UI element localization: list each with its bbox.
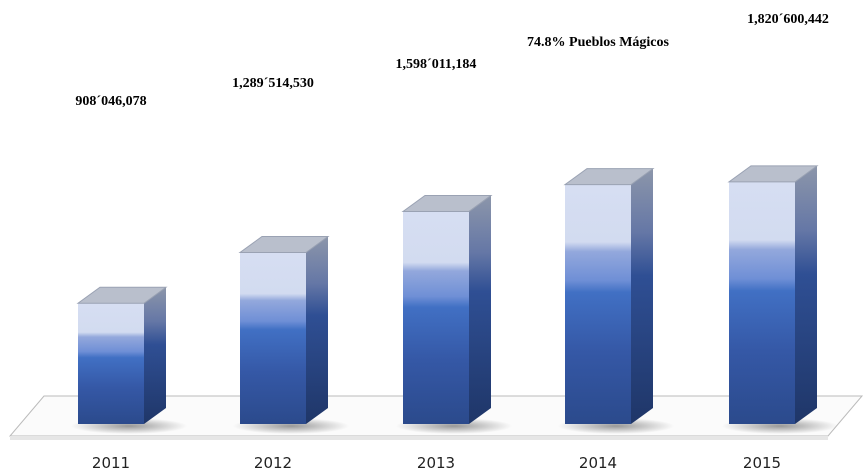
bar-side [144,287,166,424]
bar [403,211,469,424]
floor-edge [10,436,828,440]
x-tick-label: 2011 [92,454,130,472]
x-tick-label: 2013 [417,454,455,472]
value-label: 1,598´011,184 [396,57,477,72]
bar-top [238,235,330,253]
x-tick-label: 2015 [743,454,781,472]
value-label: 908´046,078 [75,94,146,109]
bar-side [631,168,653,424]
x-tick-label: 2012 [254,454,292,472]
bar-side [795,165,817,424]
bar-side [306,236,328,424]
bar [729,181,795,424]
bar-side [469,195,491,424]
bar-top [727,165,819,183]
bar [565,184,631,424]
bar-top [76,286,168,304]
bar-top [563,168,655,186]
annotation: 74.8% Pueblos Mágicos [527,35,669,50]
bar [78,303,144,424]
bar-top [401,194,493,212]
x-tick-label: 2014 [579,454,617,472]
bar [240,252,306,424]
value-label: 1,820´600,442 [747,12,829,27]
value-label: 1,289´514,530 [232,76,314,91]
